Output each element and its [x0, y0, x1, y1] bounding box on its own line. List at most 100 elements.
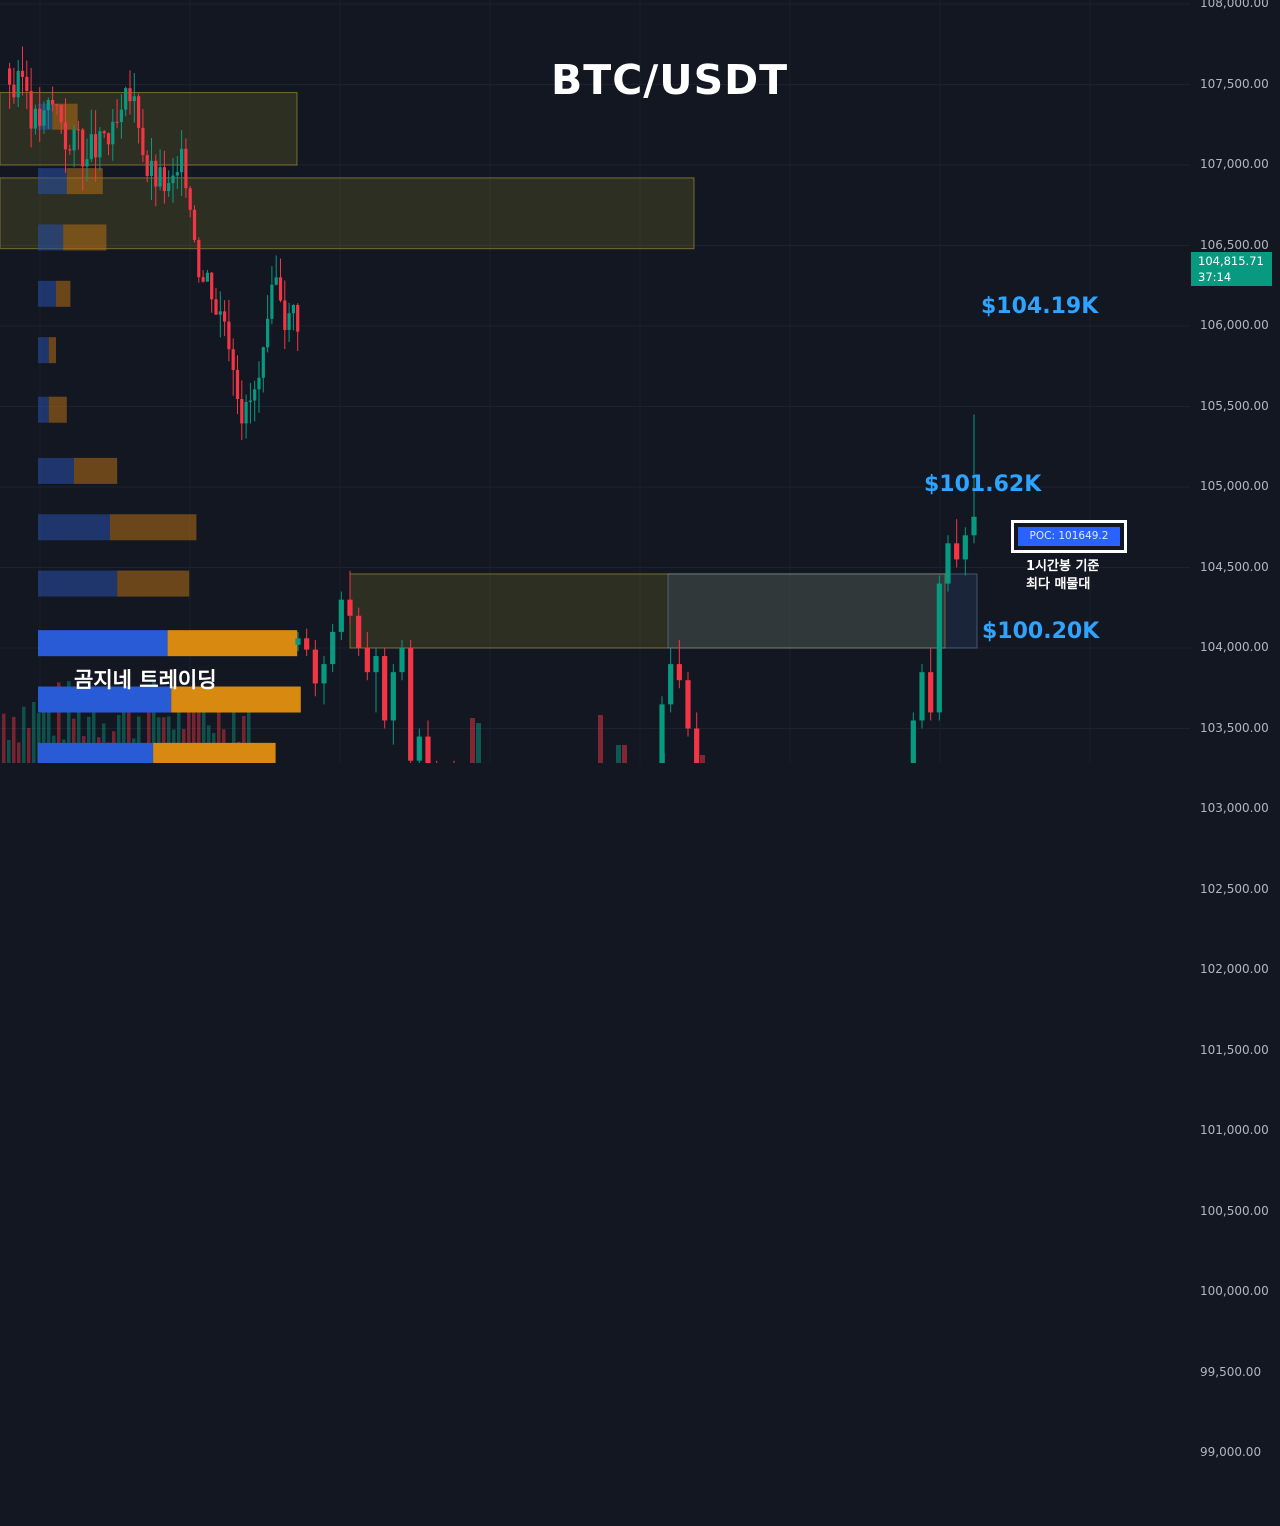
candle-body [116, 122, 119, 123]
candle-body [417, 737, 422, 761]
poc-note: 1시간봉 기준 최다 매물대 [1026, 558, 1099, 594]
btc-usdt-chart[interactable]: BTC/USDT 곰지네 트레이딩 $104.19K $101.62K $100… [0, 0, 1280, 763]
profile-buy-bar [38, 743, 153, 763]
candle-body [202, 277, 205, 281]
candle-body [17, 71, 20, 97]
candle-body [659, 704, 664, 763]
candle-body [954, 543, 959, 559]
candle-body [51, 100, 54, 104]
candle-body [77, 129, 80, 130]
price-tick-label: 103,500.00 [1200, 721, 1269, 735]
candle-body [219, 311, 222, 314]
profile-buy-bar [38, 168, 67, 194]
level-label-100-20k: $100.20K [982, 619, 1099, 644]
price-plot[interactable] [0, 0, 1190, 763]
candle-body [107, 133, 110, 144]
candle-body [685, 680, 690, 728]
volume-bar [700, 755, 705, 763]
candle-body [339, 600, 344, 632]
candle-body [266, 319, 269, 348]
candle-body [236, 370, 239, 399]
profile-sell-bar [49, 397, 67, 423]
candle-body [21, 71, 24, 77]
candle-body [176, 172, 179, 175]
level-label-104-19k: $104.19K [981, 294, 1098, 319]
candle-body [98, 131, 101, 157]
price-tick-label: 104,000.00 [1200, 640, 1269, 654]
poc-label-box: POC: 101649.2 [1011, 520, 1127, 553]
candle-body [240, 399, 243, 423]
price-tick-label: 100,500.00 [1200, 1204, 1269, 1218]
profile-buy-bar [38, 397, 49, 423]
profile-sell-bar [110, 514, 196, 540]
profile-sell-bar [117, 571, 189, 597]
volume-bar [17, 743, 21, 763]
candle-body [313, 650, 318, 684]
profile-sell-bar [56, 281, 70, 307]
volume-bar [32, 702, 36, 763]
price-tick-label: 99,500.00 [1200, 1365, 1261, 1379]
price-tick-label: 105,500.00 [1200, 399, 1269, 413]
candle-body [288, 313, 291, 330]
volume-bar [470, 718, 475, 763]
candle-body [141, 128, 144, 155]
candle-body [347, 600, 352, 616]
brand-watermark: 곰지네 트레이딩 [74, 664, 217, 694]
candle-body [189, 188, 192, 210]
candle-body [146, 155, 149, 176]
candle-body [262, 347, 265, 377]
price-tick-label: 102,000.00 [1200, 962, 1269, 976]
candle-body [64, 122, 67, 149]
candle-body [296, 305, 299, 332]
candle-body [356, 616, 361, 648]
candle-body [694, 729, 699, 764]
candle-body [163, 167, 166, 191]
candle-body [283, 301, 286, 330]
candle-body [919, 672, 924, 720]
candle-body [373, 656, 378, 672]
price-tick-label: 107,500.00 [1200, 77, 1269, 91]
profile-sell-bar [67, 168, 103, 194]
candle-body [128, 88, 131, 101]
candle-body [159, 167, 162, 186]
poc-label: POC: 101649.2 [1018, 527, 1120, 546]
candle-body [111, 122, 114, 144]
profile-sell-bar [168, 630, 298, 656]
candle-body [90, 134, 93, 159]
profile-sell-bar [74, 458, 117, 484]
zone-boxes [0, 93, 977, 763]
volume-bar [22, 707, 26, 763]
volume-bar [27, 728, 31, 763]
candle-body [85, 159, 88, 166]
profile-buy-bar [38, 224, 63, 250]
profile-sell-bar [153, 743, 275, 763]
candle-body [68, 149, 71, 150]
profile-buy-bar [38, 337, 49, 363]
price-tick-label: 101,500.00 [1200, 1043, 1269, 1057]
candle-body [275, 277, 278, 284]
candle-body [232, 349, 235, 370]
candle-body [73, 129, 76, 150]
candle-body [963, 535, 968, 559]
candle-body [47, 100, 50, 110]
price-tick-label: 101,000.00 [1200, 1123, 1269, 1137]
candle-body [34, 109, 37, 129]
volume-bar [616, 745, 621, 763]
candle-body [124, 88, 127, 109]
candle-body [249, 401, 252, 402]
candle-body [382, 656, 387, 720]
candle-body [8, 68, 11, 84]
price-tick-label: 106,000.00 [1200, 318, 1269, 332]
candle-body [330, 632, 335, 664]
candle-body [55, 104, 58, 105]
candle-body [223, 311, 226, 321]
candle-body [150, 161, 153, 176]
candle-body [120, 110, 123, 123]
candle-body [154, 161, 157, 187]
candle-body [408, 648, 413, 761]
candle-body [928, 672, 933, 712]
candle-body [94, 134, 97, 157]
level-label-101-62k: $101.62K [924, 472, 1041, 497]
candle-body [295, 638, 300, 644]
